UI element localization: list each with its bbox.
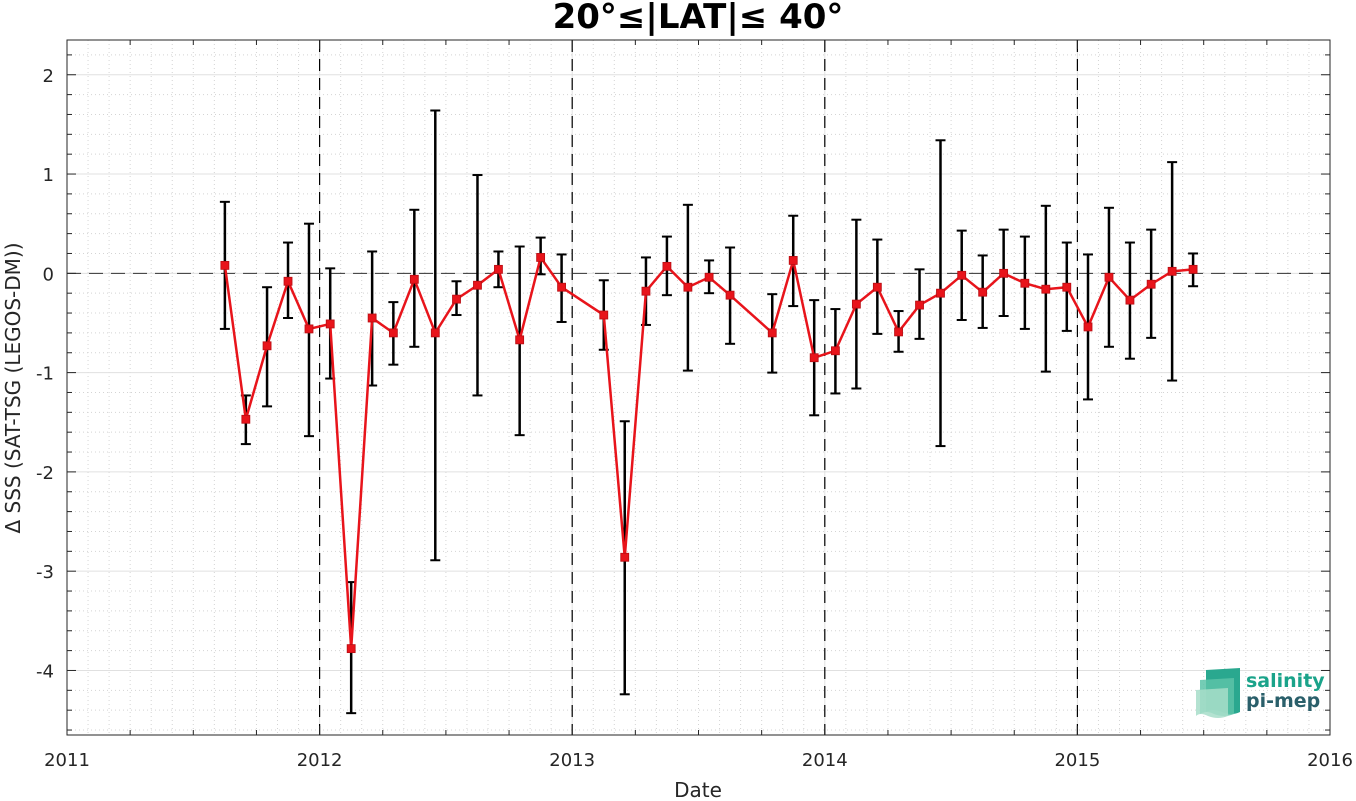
x-tick-label: 2016 (1307, 750, 1353, 771)
logo-line-2: pi-mep (1246, 690, 1320, 712)
data-point (999, 268, 1009, 278)
data-point (430, 328, 440, 338)
data-point (409, 274, 419, 284)
chart-title: 20°≤|LAT|≤ 40° (553, 0, 844, 37)
x-axis-label: Date (674, 778, 722, 801)
data-point (662, 261, 672, 271)
data-point (262, 341, 272, 351)
data-point (894, 327, 903, 337)
x-tick-labels: 2011 2012 2013 2014 2015 2016 (44, 750, 1353, 771)
data-point (1188, 264, 1198, 274)
data-point (304, 324, 314, 334)
data-point (241, 414, 251, 424)
y-tick-label: -1 (36, 364, 54, 385)
data-point (704, 272, 714, 282)
x-tick-label: 2013 (549, 750, 595, 771)
data-point (557, 282, 566, 292)
logo-line-1: salinity (1246, 670, 1325, 692)
y-tick-label: 0 (43, 264, 54, 285)
data-point (388, 328, 398, 338)
y-tick-label: 2 (43, 66, 54, 87)
wave-icon (1196, 668, 1240, 718)
data-point (915, 300, 924, 310)
data-point (936, 288, 945, 298)
data-point (1041, 284, 1051, 294)
data-point (536, 253, 546, 262)
data-point (452, 294, 461, 304)
data-point (957, 270, 967, 280)
grid (66, 40, 1331, 735)
data-point (346, 644, 356, 654)
data-point (599, 310, 609, 320)
data-point (1125, 295, 1135, 305)
data-point (515, 335, 525, 345)
y-tick-label: -3 (36, 562, 54, 583)
y-tick-label: -2 (36, 463, 54, 484)
data-point (1104, 272, 1114, 282)
data-point (220, 260, 230, 270)
data-point (1146, 279, 1156, 289)
data-point (641, 286, 651, 296)
data-point (788, 256, 798, 265)
data-point (473, 280, 482, 290)
y-axis-label: Δ SSS (SAT-TSG (LEGOS-DM)) (1, 242, 25, 533)
series-markers (220, 253, 1198, 654)
x-tick-label: 2014 (802, 750, 848, 771)
tick-marks (66, 40, 1331, 735)
data-point (978, 287, 988, 297)
data-point (620, 552, 630, 562)
data-point (1083, 322, 1093, 332)
salinity-pi-mep-logo: salinity pi-mep (1196, 668, 1325, 718)
data-point (283, 276, 293, 286)
data-point (367, 313, 377, 323)
data-point (325, 319, 335, 329)
data-point (725, 290, 735, 300)
data-point (767, 328, 777, 338)
data-point (494, 264, 503, 274)
data-point (809, 353, 819, 363)
data-point (1167, 266, 1177, 276)
x-tick-label: 2011 (44, 750, 90, 771)
y-tick-label: 1 (43, 165, 54, 186)
y-tick-label: -4 (36, 661, 54, 682)
data-point (872, 282, 882, 292)
data-point (1020, 278, 1030, 288)
data-point (851, 299, 861, 309)
year-separators (319, 40, 1079, 735)
x-tick-label: 2012 (297, 750, 343, 771)
y-tick-labels: -4 -3 -2 -1 0 1 2 (36, 66, 54, 683)
x-tick-label: 2015 (1054, 750, 1100, 771)
data-point (683, 282, 693, 292)
data-point (1062, 282, 1072, 292)
data-point (831, 346, 840, 356)
